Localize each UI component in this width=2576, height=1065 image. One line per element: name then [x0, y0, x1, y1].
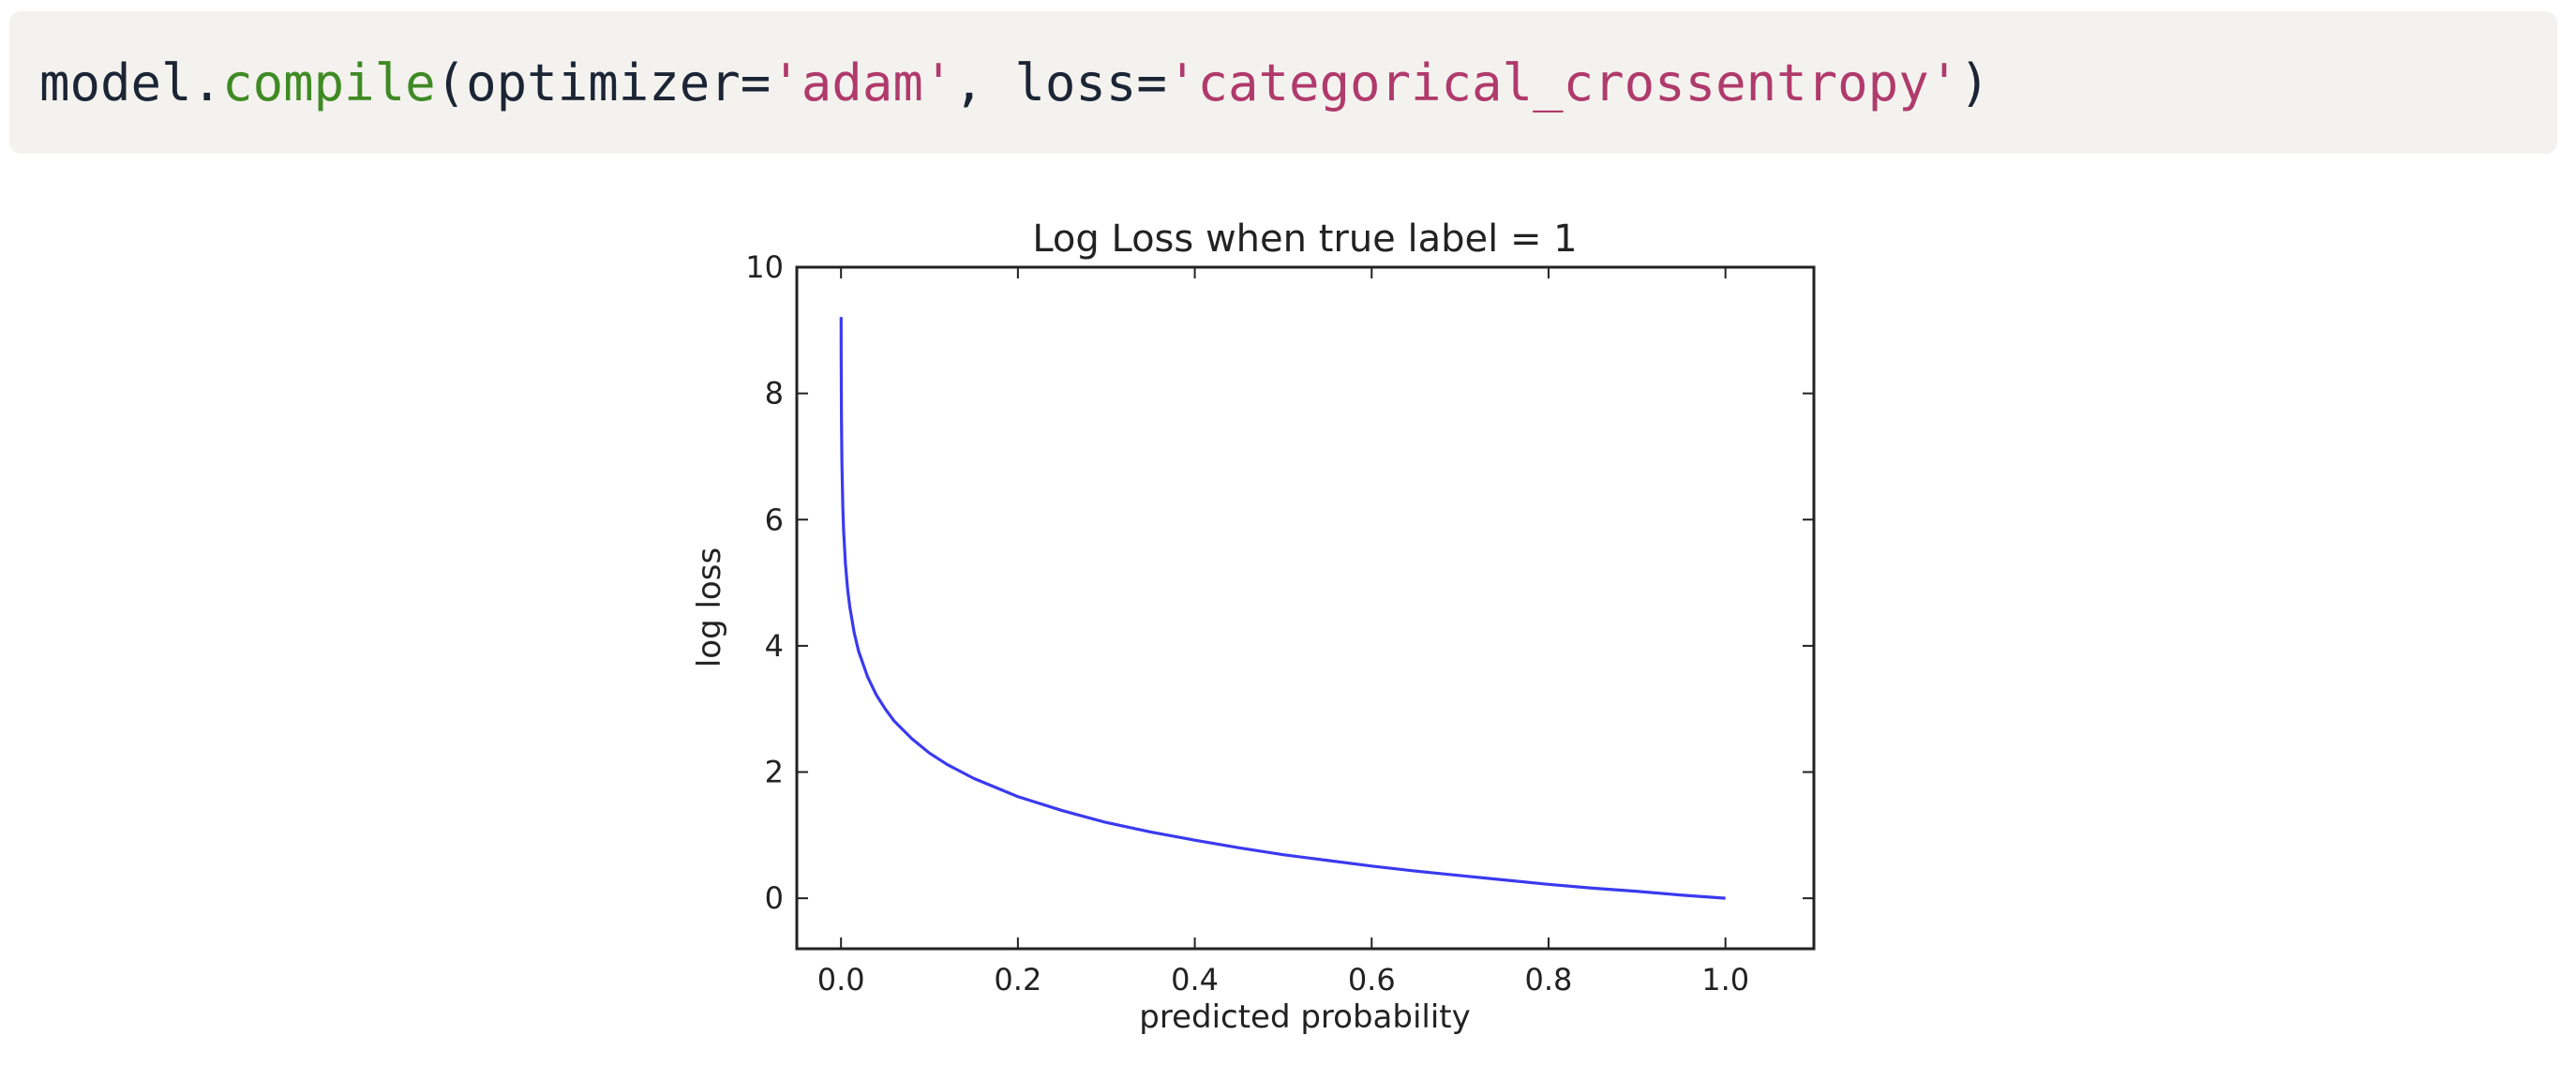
- plot-frame: [795, 265, 1816, 951]
- code-token-string-adam: 'adam': [771, 52, 954, 112]
- x-tick-label: 0.6: [1348, 962, 1396, 998]
- y-tick-label: 8: [765, 376, 784, 412]
- code-token-string-loss: 'categorical_crossentropy': [1166, 52, 1960, 112]
- x-tick-label: 0.8: [1525, 962, 1573, 998]
- x-tick-label: 1.0: [1701, 962, 1749, 998]
- code-token-arg-loss: , loss=: [953, 52, 1167, 112]
- y-tick-label: 2: [765, 755, 784, 790]
- x-tick-label: 0.4: [1171, 962, 1219, 998]
- code-token-method: compile: [222, 52, 436, 112]
- y-tick-label: 0: [765, 880, 784, 916]
- x-axis-label: predicted probability: [1139, 998, 1471, 1036]
- log-loss-series-line: [839, 317, 1726, 900]
- code-token-arg-optimizer: (optimizer=: [435, 52, 771, 112]
- y-tick-label: 10: [745, 249, 784, 285]
- x-tick-label: 0.2: [994, 962, 1041, 998]
- y-tick-label: 4: [765, 628, 784, 664]
- code-token-close-paren: ): [1959, 52, 1990, 112]
- x-tick-label: 0.0: [817, 962, 865, 998]
- y-axis-label: log loss: [691, 548, 728, 668]
- chart-title: Log Loss when true label = 1: [1032, 218, 1577, 261]
- code-block: model. compile (optimizer='adam', loss='ca…: [9, 11, 2557, 154]
- y-tick-label: 6: [765, 502, 784, 537]
- code-token-object: model.: [39, 52, 223, 112]
